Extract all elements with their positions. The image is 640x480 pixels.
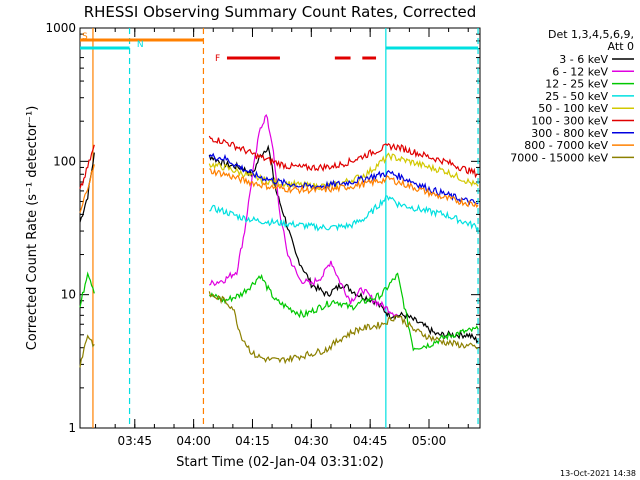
series-line bbox=[79, 271, 479, 352]
legend-entry-label: 300 - 800 keV bbox=[531, 127, 608, 140]
series-line bbox=[79, 291, 479, 368]
series-7 bbox=[79, 164, 479, 213]
series-line bbox=[79, 164, 479, 213]
plot-area: 1 10 100 1000 03:45 04:00 04:15 04:30 04:45 05:00… bbox=[45, 21, 481, 448]
chart-title: RHESSI Observing Summary Count Rates, Co… bbox=[84, 3, 477, 21]
flag-label-s: S bbox=[82, 32, 88, 42]
series-2 bbox=[79, 271, 479, 352]
series-line bbox=[79, 135, 478, 189]
series-0 bbox=[79, 144, 479, 344]
series-3 bbox=[209, 194, 479, 232]
plot-frame bbox=[79, 27, 481, 429]
y-tick-label: 10 bbox=[61, 288, 76, 302]
series-line bbox=[208, 113, 398, 317]
y-tick-label: 1000 bbox=[45, 21, 76, 35]
x-tick-label: 04:00 bbox=[176, 434, 211, 448]
flag-label-f: F bbox=[215, 54, 220, 64]
legend-entry-label: 100 - 300 keV bbox=[531, 115, 608, 128]
legend-entry-label: 800 - 7000 keV bbox=[524, 139, 608, 152]
x-tick-label: 04:15 bbox=[235, 434, 270, 448]
legend-entry-label: 6 - 12 keV bbox=[552, 65, 608, 78]
x-tick-label: 05:00 bbox=[412, 434, 447, 448]
footer-date: 13-Oct-2021 14:38 bbox=[560, 469, 636, 478]
series-8 bbox=[79, 291, 479, 368]
x-tick-label: 04:45 bbox=[353, 434, 388, 448]
series-line bbox=[208, 152, 479, 206]
flag-label-n: N bbox=[137, 40, 144, 50]
series-5 bbox=[79, 135, 478, 189]
series-6 bbox=[208, 152, 479, 206]
legend-entry-label: 50 - 100 keV bbox=[538, 102, 608, 115]
legend-entry-label: 7000 - 15000 keV bbox=[510, 151, 608, 164]
series-line bbox=[79, 144, 479, 344]
x-axis-label: Start Time (02-Jan-04 03:31:02) bbox=[176, 455, 384, 470]
series-1 bbox=[208, 113, 398, 317]
series-line bbox=[209, 194, 479, 232]
legend-entry-label: 12 - 25 keV bbox=[545, 78, 608, 91]
legend-entry-label: 3 - 6 keV bbox=[559, 53, 608, 66]
y-tick-label: 100 bbox=[53, 154, 76, 168]
x-tick-label: 04:30 bbox=[294, 434, 329, 448]
legend-entry-label: 25 - 50 keV bbox=[545, 90, 608, 103]
legend-header: Det 1,3,4,5,6,9, bbox=[548, 28, 634, 41]
x-tick-label: 03:45 bbox=[117, 434, 152, 448]
legend-header: Att 0 bbox=[608, 40, 634, 53]
y-tick-label: 1 bbox=[68, 421, 76, 435]
y-axis-label: Corrected Count Rate (s⁻¹ detector⁻¹) bbox=[25, 106, 40, 351]
